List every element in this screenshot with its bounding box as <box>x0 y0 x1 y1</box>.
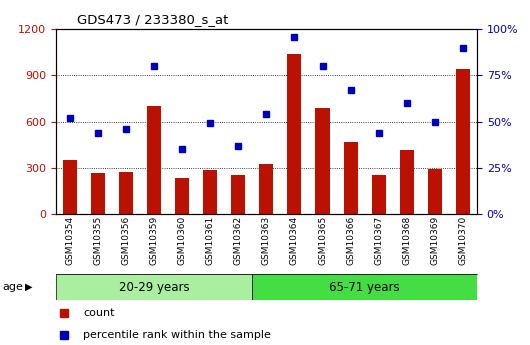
Text: GSM10365: GSM10365 <box>318 216 327 265</box>
Bar <box>175 178 189 214</box>
Text: GSM10370: GSM10370 <box>458 216 467 265</box>
Bar <box>400 150 414 214</box>
Bar <box>252 274 477 300</box>
Text: GSM10354: GSM10354 <box>65 216 74 265</box>
Text: GSM10363: GSM10363 <box>262 216 271 265</box>
Text: age: age <box>3 282 23 292</box>
Text: GDS473 / 233380_s_at: GDS473 / 233380_s_at <box>77 13 228 26</box>
Text: GSM10366: GSM10366 <box>346 216 355 265</box>
Text: GSM10368: GSM10368 <box>402 216 411 265</box>
Bar <box>203 170 217 214</box>
Text: GSM10367: GSM10367 <box>374 216 383 265</box>
Bar <box>315 108 330 214</box>
Bar <box>287 54 302 214</box>
Bar <box>231 175 245 214</box>
Bar <box>91 173 105 214</box>
Bar <box>428 168 442 214</box>
Bar <box>63 160 77 214</box>
Text: percentile rank within the sample: percentile rank within the sample <box>83 330 271 340</box>
Bar <box>56 274 252 300</box>
Bar <box>456 69 470 214</box>
Bar <box>343 141 358 214</box>
Text: GSM10369: GSM10369 <box>430 216 439 265</box>
Text: GSM10361: GSM10361 <box>206 216 215 265</box>
Text: GSM10359: GSM10359 <box>149 216 158 265</box>
Bar <box>147 106 161 214</box>
Text: count: count <box>83 308 114 318</box>
Text: ▶: ▶ <box>25 282 33 292</box>
Text: 65-71 years: 65-71 years <box>329 281 400 294</box>
Bar <box>119 171 133 214</box>
Text: 20-29 years: 20-29 years <box>119 281 189 294</box>
Text: GSM10356: GSM10356 <box>121 216 130 265</box>
Text: GSM10362: GSM10362 <box>234 216 243 265</box>
Bar <box>372 175 386 214</box>
Text: GSM10355: GSM10355 <box>93 216 102 265</box>
Text: GSM10364: GSM10364 <box>290 216 299 265</box>
Text: GSM10360: GSM10360 <box>178 216 187 265</box>
Bar <box>259 164 273 214</box>
